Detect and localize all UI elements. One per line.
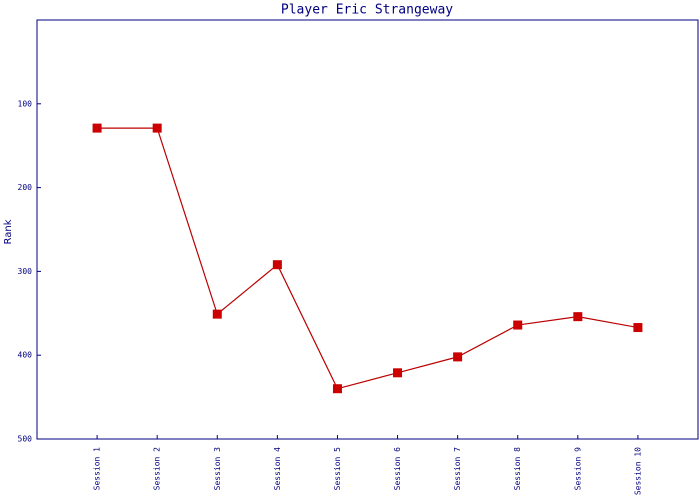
x-tick-label: Session 6	[393, 447, 402, 491]
x-tick-label: Session 3	[213, 447, 222, 491]
marker	[573, 312, 583, 322]
x-tick-label: Session 9	[573, 447, 582, 491]
y-tick-label: 400	[18, 351, 33, 360]
x-tick-label: Session 1	[93, 447, 102, 491]
marker	[633, 323, 643, 333]
x-tick-label: Session 10	[633, 447, 642, 495]
marker	[513, 320, 523, 330]
y-tick-label: 300	[18, 267, 33, 276]
marker	[92, 123, 102, 133]
x-tick-label: Session 2	[153, 447, 162, 491]
marker	[453, 352, 463, 362]
y-axis-label: Rank	[3, 219, 14, 244]
marker	[393, 368, 403, 378]
y-tick-label: 200	[18, 183, 33, 192]
x-tick-label: Session 7	[453, 447, 462, 491]
y-tick-label: 500	[18, 435, 33, 444]
x-tick-label: Session 5	[333, 447, 342, 491]
marker	[212, 309, 222, 319]
x-tick-label: Session 8	[513, 447, 522, 491]
marker	[332, 384, 342, 394]
y-tick-label: 100	[18, 99, 33, 108]
chart-title: Player Eric Strangeway	[281, 3, 453, 18]
line	[97, 127, 639, 390]
x-tick-label: Session 4	[273, 447, 282, 491]
plot-area	[36, 19, 699, 440]
marker	[272, 260, 282, 270]
marker	[152, 123, 162, 133]
